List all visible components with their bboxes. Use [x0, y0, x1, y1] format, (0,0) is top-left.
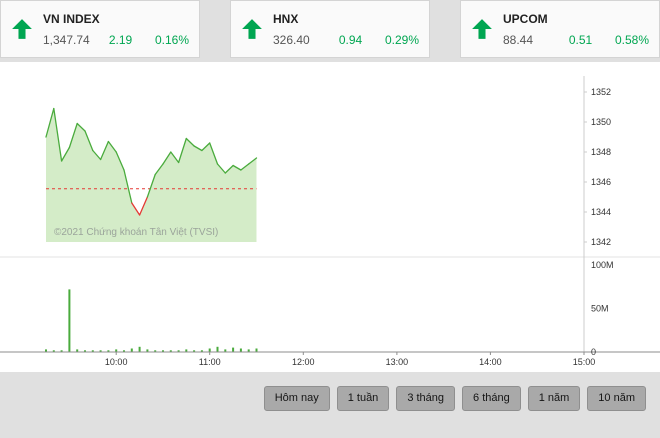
- index-values-row: 88.44 0.51 0.58%: [503, 33, 649, 47]
- index-card-body: HNX 326.40 0.94 0.29%: [273, 12, 419, 47]
- range-button-1-week[interactable]: 1 tuần: [336, 386, 390, 412]
- index-summary-bar: VN INDEX 1,347.74 2.19 0.16% HNX 326.40 …: [0, 0, 660, 58]
- index-card-body: VN INDEX 1,347.74 2.19 0.16%: [43, 12, 189, 47]
- range-button-10-years[interactable]: 10 năm: [587, 386, 646, 412]
- svg-text:1346: 1346: [591, 177, 611, 187]
- svg-text:1342: 1342: [591, 237, 611, 247]
- index-percent: 0.58%: [614, 32, 649, 47]
- index-card-vn-index[interactable]: VN INDEX 1,347.74 2.19 0.16%: [0, 0, 200, 58]
- up-arrow-icon: [471, 18, 493, 40]
- index-percent: 0.16%: [154, 32, 189, 47]
- index-change: 2.19: [108, 32, 133, 47]
- index-name: VN INDEX: [43, 11, 100, 26]
- price-area-fill: [46, 108, 257, 242]
- range-button-1-year[interactable]: 1 năm: [527, 386, 581, 412]
- up-arrow-icon: [11, 18, 33, 40]
- svg-text:12:00: 12:00: [292, 357, 315, 367]
- index-values-row: 1,347.74 2.19 0.16%: [43, 33, 189, 47]
- index-card-hnx[interactable]: HNX 326.40 0.94 0.29%: [230, 0, 430, 58]
- axis-labels: 1352 1350 1348 1346 1344 1342 100M 50M 0 10:00 11:…: [105, 87, 614, 367]
- svg-text:14:00: 14:00: [479, 357, 502, 367]
- index-value: 88.44: [503, 32, 534, 47]
- index-card-upcom[interactable]: UPCOM 88.44 0.51 0.58%: [460, 0, 660, 58]
- index-percent: 0.29%: [384, 32, 419, 47]
- svg-text:10:00: 10:00: [105, 357, 128, 367]
- svg-text:1348: 1348: [591, 147, 611, 157]
- index-change: 0.94: [338, 32, 363, 47]
- axes: [0, 76, 660, 355]
- index-value: 326.40: [273, 32, 310, 47]
- intraday-price-volume-chart[interactable]: ©2021 Chứng khoán Tân Việt (TVSI)1352135…: [0, 62, 660, 372]
- index-value: 1,347.74: [43, 32, 90, 47]
- svg-text:1344: 1344: [591, 207, 611, 217]
- svg-text:50M: 50M: [591, 304, 609, 314]
- index-name: UPCOM: [503, 11, 548, 26]
- svg-text:1350: 1350: [591, 117, 611, 127]
- index-values-row: 326.40 0.94 0.29%: [273, 33, 419, 47]
- index-change: 0.51: [568, 32, 593, 47]
- svg-text:100M: 100M: [591, 260, 614, 270]
- range-button-3-months[interactable]: 3 tháng: [396, 386, 456, 412]
- price-line: [45, 107, 258, 216]
- svg-text:15:00: 15:00: [573, 357, 596, 367]
- svg-text:11:00: 11:00: [199, 357, 221, 367]
- svg-text:0: 0: [591, 347, 596, 357]
- index-card-body: UPCOM 88.44 0.51 0.58%: [503, 12, 649, 47]
- watermark: ©2021 Chứng khoán Tân Việt (TVSI): [54, 227, 218, 238]
- range-button-6-months[interactable]: 6 tháng: [462, 386, 521, 412]
- time-range-bar: Hôm nay 1 tuần 3 tháng 6 tháng 1 năm 10 …: [0, 386, 660, 412]
- range-button-today[interactable]: Hôm nay: [263, 386, 330, 412]
- index-name: HNX: [273, 11, 299, 26]
- up-arrow-icon: [241, 18, 263, 40]
- svg-text:13:00: 13:00: [386, 357, 409, 367]
- svg-text:1352: 1352: [591, 87, 611, 97]
- chart-panel: ©2021 Chứng khoán Tân Việt (TVSI) 1352 135…: [0, 62, 660, 372]
- volume-bars: [45, 289, 258, 352]
